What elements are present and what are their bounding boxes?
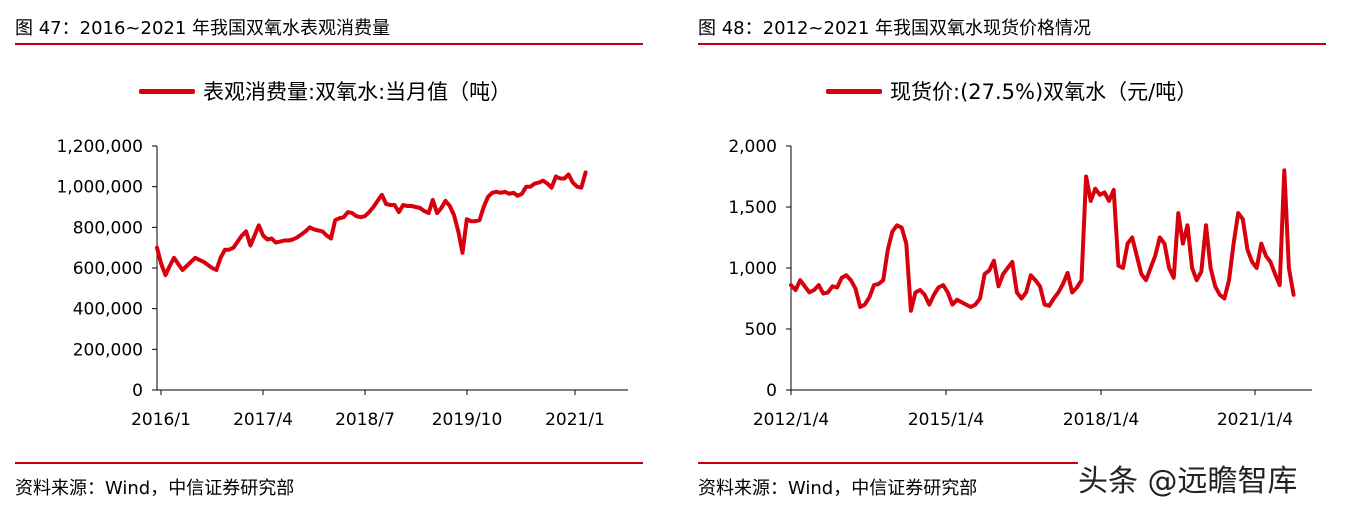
left-y-tick-label: 200,000 xyxy=(73,340,143,360)
left-y-tick-label: 400,000 xyxy=(73,300,143,320)
right-series-line-0 xyxy=(789,168,1296,313)
left-series-line-0 xyxy=(155,170,588,278)
right-chart-title: 图 48：2012~2021 年我国双氧水现货价格情况 xyxy=(698,18,1092,39)
left-chart-panel: 图 47：2016~2021 年我国双氧水表观消费量 表观消费量:双氧水:当月值… xyxy=(15,0,643,511)
right-x-tick-label: 2018/1/4 xyxy=(1063,410,1139,430)
left-x-tick-label: 2017/4 xyxy=(233,410,293,430)
right-y-tick-label: 0 xyxy=(766,381,777,401)
right-x-tick-label: 2012/1/4 xyxy=(753,410,829,430)
right-title-rule xyxy=(698,43,1326,45)
left-chart-title: 图 47：2016~2021 年我国双氧水表观消费量 xyxy=(15,18,391,39)
left-title-rule xyxy=(15,43,643,45)
right-legend-swatch xyxy=(826,88,882,94)
left-y-tick-label: 0 xyxy=(132,381,143,401)
left-x-tick-label: 2018/7 xyxy=(335,410,395,430)
right-legend-label: 现货价:(27.5%)双氧水（元/吨） xyxy=(890,80,1198,104)
left-x-tick-label: 2019/10 xyxy=(432,410,503,430)
right-x-tick-label: 2015/1/4 xyxy=(908,410,984,430)
left-legend-swatch xyxy=(139,88,195,94)
left-legend-label: 表观消费量:双氧水:当月值（吨） xyxy=(203,80,512,104)
right-chart-panel: 图 48：2012~2021 年我国双氧水现货价格情况 现货价:(27.5%)双… xyxy=(698,0,1326,511)
watermark: 头条 @远瞻智库 xyxy=(1078,464,1298,499)
right-source-note: 资料来源：Wind，中信证券研究部 xyxy=(698,478,978,499)
right-chart-plot: 0 500 1,000 1,500 2,000 2012/1/4 2015/1/4 2018/… xyxy=(728,137,1312,430)
left-legend: 表观消费量:双氧水:当月值（吨） xyxy=(139,76,511,106)
left-y-tick-label: 1,200,000 xyxy=(56,137,143,157)
right-y-tick-label: 1,500 xyxy=(728,198,777,218)
left-y-tick-label: 600,000 xyxy=(73,259,143,279)
right-x-tick-label: 2021/1/4 xyxy=(1217,410,1293,430)
left-x-tick-label: 2016/1 xyxy=(131,410,191,430)
left-chart-plot: 0 200,000 400,000 600,000 800,000 1,000,000 1,… xyxy=(56,137,628,430)
left-source-note: 资料来源：Wind，中信证券研究部 xyxy=(15,478,295,499)
left-x-tick-label: 2021/1 xyxy=(545,410,605,430)
right-legend: 现货价:(27.5%)双氧水（元/吨） xyxy=(826,76,1197,106)
left-y-tick-label: 800,000 xyxy=(73,218,143,238)
left-source-rule xyxy=(15,462,643,464)
right-source-rule xyxy=(698,462,1078,464)
right-y-tick-label: 2,000 xyxy=(728,137,777,157)
left-y-tick-label: 1,000,000 xyxy=(56,178,143,198)
right-y-tick-label: 500 xyxy=(745,320,777,340)
right-y-tick-label: 1,000 xyxy=(728,259,777,279)
